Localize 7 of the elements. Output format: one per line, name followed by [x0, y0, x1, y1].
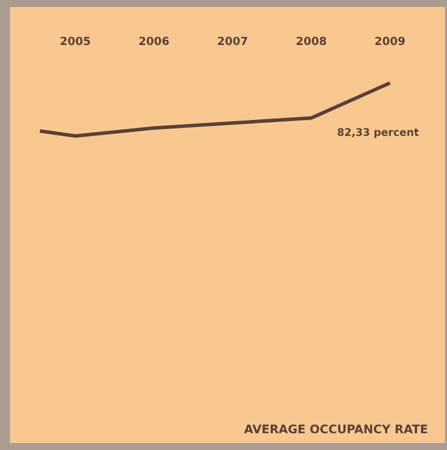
- x-tick-label: 2009: [375, 36, 405, 46]
- x-tick-label: 2008: [296, 36, 326, 46]
- x-tick-label: 2005: [60, 36, 90, 46]
- x-tick-label: 2007: [218, 36, 248, 46]
- text: AVERAGE OCCUPANCY RATE: [244, 424, 428, 434]
- annotation: 82,33 percent: [338, 128, 419, 138]
- x-tick-label: 2006: [139, 36, 169, 46]
